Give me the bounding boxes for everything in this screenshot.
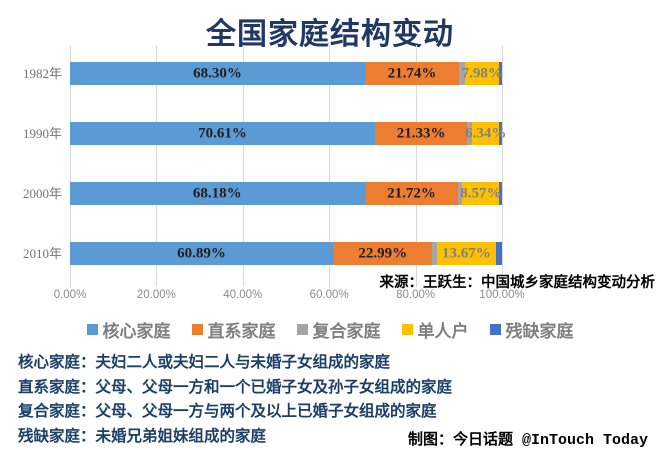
legend-item-single: 单人户 (401, 317, 469, 342)
stacked-bar: 68.30% 21.74% 7.98% (70, 62, 503, 85)
bar-segment: 70.61% (70, 122, 376, 145)
legend-label: 复合家庭 (312, 322, 381, 341)
legend-swatch-icon (296, 324, 308, 335)
bar-segment: 8.57% (460, 182, 502, 205)
bar-segment: 60.89% (70, 242, 334, 265)
value-label: 70.61% (198, 125, 247, 141)
value-label: 7.98% (461, 65, 503, 81)
y-axis-category-label: 2010年 (22, 246, 62, 261)
gridline (329, 45, 331, 287)
bar-segment (495, 242, 502, 265)
definitions: 核心家庭：夫妇二人或夫妇二人与未婚子女组成的家庭 直系家庭：父母、父母一方和一个… (18, 351, 452, 449)
stacked-bar: 68.18% 21.72% 8.57% (70, 182, 502, 205)
gridline (415, 45, 417, 287)
source-note: 来源：王跃生：中国城乡家庭结构变动分析 (379, 275, 656, 291)
legend-label: 单人户 (417, 322, 469, 341)
value-label: 60.89% (177, 245, 226, 261)
x-axis-tick: 20.00% (136, 289, 176, 301)
value-label: 21.33% (396, 125, 446, 141)
bar-segment (499, 182, 502, 205)
bar-segment (499, 62, 502, 85)
stacked-bar: 60.89% 22.99% 13.67% (70, 242, 502, 265)
bar-segment: 21.72% (364, 182, 459, 205)
value-label: 22.99% (358, 245, 408, 261)
legend-swatch-icon (401, 324, 413, 335)
legend: 核心家庭 直系家庭 复合家庭 单人户 残缺家庭 (0, 317, 660, 342)
y-axis-category-label: 1982年 (22, 66, 62, 81)
legend-label: 核心家庭 (102, 322, 171, 341)
y-axis-category-label: 1990年 (22, 126, 62, 141)
definition-lineal: 直系家庭：父母、父母一方和一个已婚子女及孙子女组成的家庭 (18, 378, 453, 396)
value-label: 21.72% (387, 185, 436, 201)
legend-item-composite: 复合家庭 (296, 317, 381, 342)
bar-segment: 68.18% (70, 182, 365, 205)
stacked-bar: 70.61% 21.33% 6.34% (70, 122, 506, 145)
value-label: 21.74% (387, 65, 437, 81)
legend-item-incomplete: 残缺家庭 (489, 317, 574, 342)
definition-nuclear: 核心家庭：夫妇二人或夫妇二人与未婚子女组成的家庭 (18, 354, 391, 371)
x-axis-tick: 80.00% (396, 289, 436, 301)
legend-item-nuclear: 核心家庭 (86, 317, 171, 342)
bar-segment: 6.34% (465, 122, 506, 145)
y-axis-category-label: 2000年 (22, 186, 62, 201)
x-axis-tick: 100.00% (479, 289, 525, 301)
credit-note: 制图：今日话题 @InTouch Today (407, 432, 648, 449)
bar-segment (458, 62, 466, 85)
gridline (156, 45, 158, 287)
bar-segment: 13.67% (436, 242, 496, 265)
bar-segment: 7.98% (462, 62, 503, 85)
bar-segment (467, 122, 472, 145)
definition-incomplete: 残缺家庭：未婚兄弟姐妹组成的家庭 (18, 427, 267, 445)
legend-item-lineal: 直系家庭 (191, 317, 276, 342)
legend-label: 残缺家庭 (505, 322, 574, 341)
legend-swatch-icon (489, 324, 501, 335)
bar-segment (499, 122, 502, 145)
legend-swatch-icon (191, 324, 203, 335)
legend-swatch-icon (86, 324, 98, 335)
x-axis-tick: 60.00% (309, 289, 349, 301)
gridline (70, 45, 71, 287)
bar-segment: 21.74% (365, 62, 459, 85)
value-label: 68.30% (193, 65, 242, 81)
value-label: 13.67% (442, 245, 491, 261)
definition-composite: 复合家庭：父母、父母一方与两个及以上已婚子女组成的家庭 (18, 403, 437, 420)
gridline (242, 45, 244, 287)
gridline (502, 45, 503, 287)
bar-segment (458, 182, 463, 205)
bar-segment: 21.33% (375, 122, 468, 145)
bar-segment (432, 242, 437, 265)
plot-area: 68.30% 21.74% 7.98% 70.61% 21.33% 6.34% 68.18%… (70, 45, 506, 287)
x-axis-tick: 40.00% (223, 289, 263, 301)
bar-segment: 22.99% (333, 242, 433, 265)
legend-label: 直系家庭 (207, 322, 276, 341)
value-label: 8.57% (460, 185, 502, 201)
x-axis-tick: 0.00% (53, 289, 87, 301)
value-label: 6.34% (465, 125, 507, 141)
bar-segment: 68.30% (70, 62, 366, 85)
value-label: 68.18% (192, 185, 242, 201)
